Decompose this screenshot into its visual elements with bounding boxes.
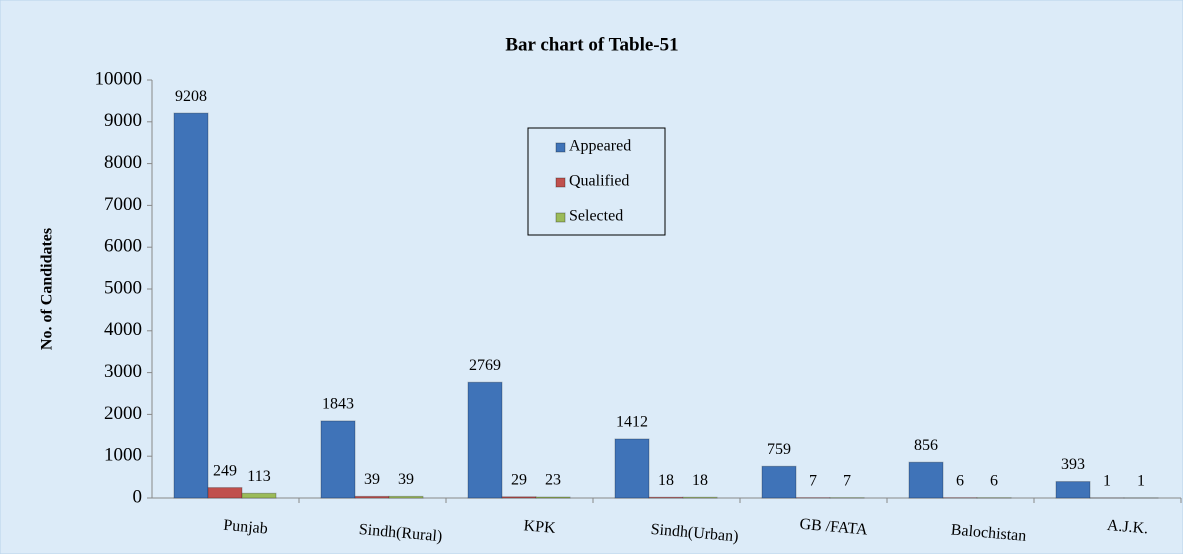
data-label: 39	[364, 471, 380, 488]
legend-swatch	[556, 213, 565, 222]
y-tick-label: 10000	[95, 68, 143, 89]
bar	[536, 497, 570, 498]
y-tick-label: 3000	[104, 361, 142, 382]
x-tick-label: KPK	[523, 517, 557, 537]
data-label: 113	[247, 468, 270, 485]
data-label: 249	[213, 462, 237, 479]
data-label: 1	[1103, 473, 1111, 490]
bar	[649, 497, 683, 498]
bar	[468, 382, 502, 498]
data-label: 1843	[322, 396, 354, 413]
data-label: 6	[990, 472, 998, 489]
bar	[683, 497, 717, 498]
bar	[909, 462, 943, 498]
y-axis-label: No. of Candidates	[39, 228, 56, 350]
bar	[389, 496, 423, 498]
data-label: 759	[767, 441, 791, 458]
legend-label: Appeared	[569, 138, 631, 155]
data-label: 18	[658, 472, 674, 489]
data-label: 39	[398, 471, 414, 488]
y-tick-label: 1000	[104, 445, 142, 466]
data-label: 29	[511, 471, 527, 488]
y-tick-label: 2000	[104, 403, 142, 424]
data-label: 1412	[616, 414, 648, 431]
bar	[174, 113, 208, 498]
y-tick-label: 4000	[104, 319, 142, 340]
y-tick-label: 6000	[104, 236, 142, 257]
y-tick-label: 8000	[104, 152, 142, 173]
data-label: 2769	[469, 357, 501, 374]
legend-label: Qualified	[569, 173, 629, 190]
data-label: 856	[914, 437, 938, 454]
bar	[762, 466, 796, 498]
chart-title: Bar chart of Table-51	[505, 34, 678, 55]
data-label: 7	[809, 472, 817, 489]
y-tick-label: 9000	[104, 110, 142, 131]
legend-label: Selected	[569, 208, 623, 225]
legend-swatch	[556, 178, 565, 187]
bar	[502, 497, 536, 498]
data-label: 1	[1137, 473, 1145, 490]
data-label: 6	[956, 472, 964, 489]
bar	[355, 496, 389, 498]
y-tick-label: 0	[133, 486, 143, 507]
data-label: 23	[545, 472, 561, 489]
bar	[208, 488, 242, 498]
data-label: 393	[1061, 456, 1085, 473]
bar	[242, 493, 276, 498]
bar	[1056, 482, 1090, 498]
x-tick-label: A.J.K.	[1106, 517, 1149, 538]
bar	[321, 421, 355, 498]
data-label: 18	[692, 472, 708, 489]
y-tick-label: 5000	[104, 277, 142, 298]
data-label: 9208	[175, 88, 207, 105]
data-label: 7	[843, 472, 851, 489]
y-tick-label: 7000	[104, 194, 142, 215]
legend-swatch	[556, 143, 565, 152]
bar	[615, 439, 649, 498]
